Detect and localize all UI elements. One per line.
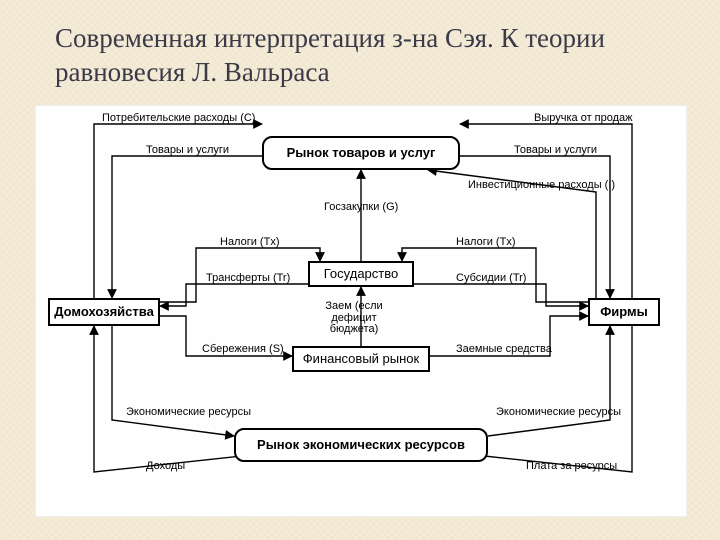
label-deficit: Заем (если дефицит бюджета) — [312, 301, 396, 336]
label-tr_hh: Трансферты (Tr) — [206, 272, 290, 284]
node-gov: Государство — [308, 261, 414, 287]
label-c_spend: Потребительские расходы (C) — [102, 112, 255, 124]
label-sales: Выручка от продаж — [534, 112, 633, 124]
page-title: Современная интерпретация з-на Сэя. К те… — [55, 22, 675, 90]
label-econres_r: Экономические ресурсы — [496, 406, 621, 418]
label-sub_f: Субсидии (Tr) — [456, 272, 526, 284]
label-income: Доходы — [146, 460, 185, 472]
node-firms: Фирмы — [588, 298, 660, 326]
edge-tr_hh — [160, 284, 308, 306]
label-pay: Плата за ресурсы — [526, 460, 617, 472]
label-tax_f: Налоги (Tx) — [456, 236, 515, 248]
node-fin: Финансовый рынок — [292, 346, 430, 372]
label-gov_g: Госзакупки (G) — [324, 201, 398, 213]
node-hh: Домохозяйства — [48, 298, 160, 326]
label-econres_l: Экономические ресурсы — [126, 406, 251, 418]
node-goods: Рынок товаров и услуг — [262, 136, 460, 170]
label-loans: Заемные средства — [456, 343, 552, 355]
node-res: Рынок экономических ресурсов — [234, 428, 488, 462]
label-tax_hh: Налоги (Tx) — [220, 236, 279, 248]
edge-sub_f — [414, 284, 588, 306]
label-savings: Сбережения (S) — [202, 343, 284, 355]
label-inv: Инвестиционные расходы (I) — [468, 179, 615, 191]
diagram-canvas: Рынок товаров и услуг Государство Финансов… — [35, 105, 687, 517]
label-goods_to_hh: Товары и услуги — [146, 144, 229, 156]
label-goods_to_firms: Товары и услуги — [514, 144, 597, 156]
